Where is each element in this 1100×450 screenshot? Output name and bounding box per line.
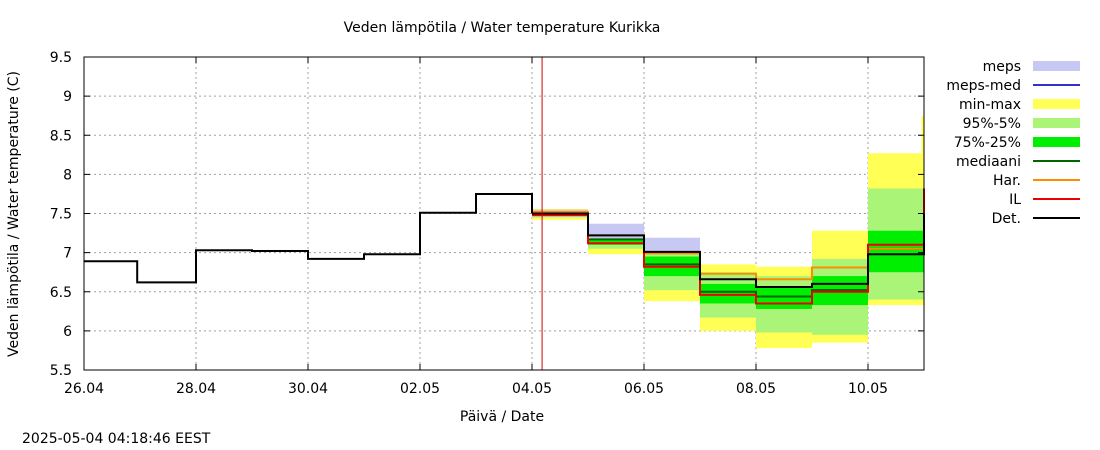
y-tick-label: 8 xyxy=(63,167,72,183)
det-forecast-line xyxy=(532,212,925,289)
x-tick-label: 28.04 xyxy=(176,381,216,397)
y-tick-label: 5.5 xyxy=(50,363,72,379)
legend-label: 75%-25% xyxy=(954,135,1021,151)
y-tick-label: 9.5 xyxy=(50,50,72,66)
percentile-75-25-band xyxy=(868,230,924,273)
y-tick-label: 7.5 xyxy=(50,207,72,223)
x-tick-label: 10.05 xyxy=(848,381,888,397)
det-observed-line xyxy=(84,192,533,284)
y-axis-label: Veden lämpötila / Water temperature (C) xyxy=(6,71,22,357)
legend-label: Det. xyxy=(992,211,1021,227)
x-tick-label: 06.05 xyxy=(624,381,664,397)
y-tick-label: 6 xyxy=(63,324,72,340)
series-lines xyxy=(84,57,925,370)
x-tick-label: 30.04 xyxy=(288,381,328,397)
legend-label: 95%-5% xyxy=(963,116,1021,132)
y-tick-label: 7 xyxy=(63,246,72,262)
legend-label: meps-med xyxy=(946,78,1021,94)
meps-band xyxy=(588,223,644,240)
legend-label: Har. xyxy=(993,173,1021,189)
x-axis-label: Päivä / Date xyxy=(460,409,544,425)
percentile-75-25-band xyxy=(700,283,756,304)
legend-label: min-max xyxy=(959,97,1021,113)
legend-swatch xyxy=(1033,99,1080,109)
percentile-75-25-band xyxy=(756,287,812,309)
legend-swatch xyxy=(1033,61,1080,71)
legend-label: mediaani xyxy=(956,154,1021,170)
y-tick-label: 8.5 xyxy=(50,128,72,144)
x-tick-label: 26.04 xyxy=(64,381,104,397)
chart-title: Veden lämpötila / Water temperature Kuri… xyxy=(344,20,661,36)
y-tick-label: 9 xyxy=(63,89,72,105)
legend-swatch xyxy=(1033,118,1080,128)
x-tick-label: 08.05 xyxy=(736,381,776,397)
x-axis-ticks: 26.04 28.04 30.04 02.05 04.05 06.05 08.05 10.05 xyxy=(64,57,888,397)
legend-label: meps xyxy=(983,59,1021,75)
timestamp: 2025-05-04 04:18:46 EEST xyxy=(22,431,211,447)
meps-band xyxy=(644,237,700,255)
legend-swatch xyxy=(1033,137,1080,147)
x-tick-label: 04.05 xyxy=(512,381,552,397)
mediaani-line xyxy=(532,212,924,298)
legend: meps meps-med min-max 95%-5% 75%-25% mediaani… xyxy=(946,59,1080,227)
y-tick-label: 6.5 xyxy=(50,285,72,301)
forecast-bands xyxy=(532,115,925,349)
x-tick-label: 02.05 xyxy=(400,381,440,397)
y-axis-ticks: 5.5 6 6.5 7 7.5 8 8.5 9 9.5 xyxy=(50,50,924,379)
legend-label: IL xyxy=(1009,192,1021,208)
